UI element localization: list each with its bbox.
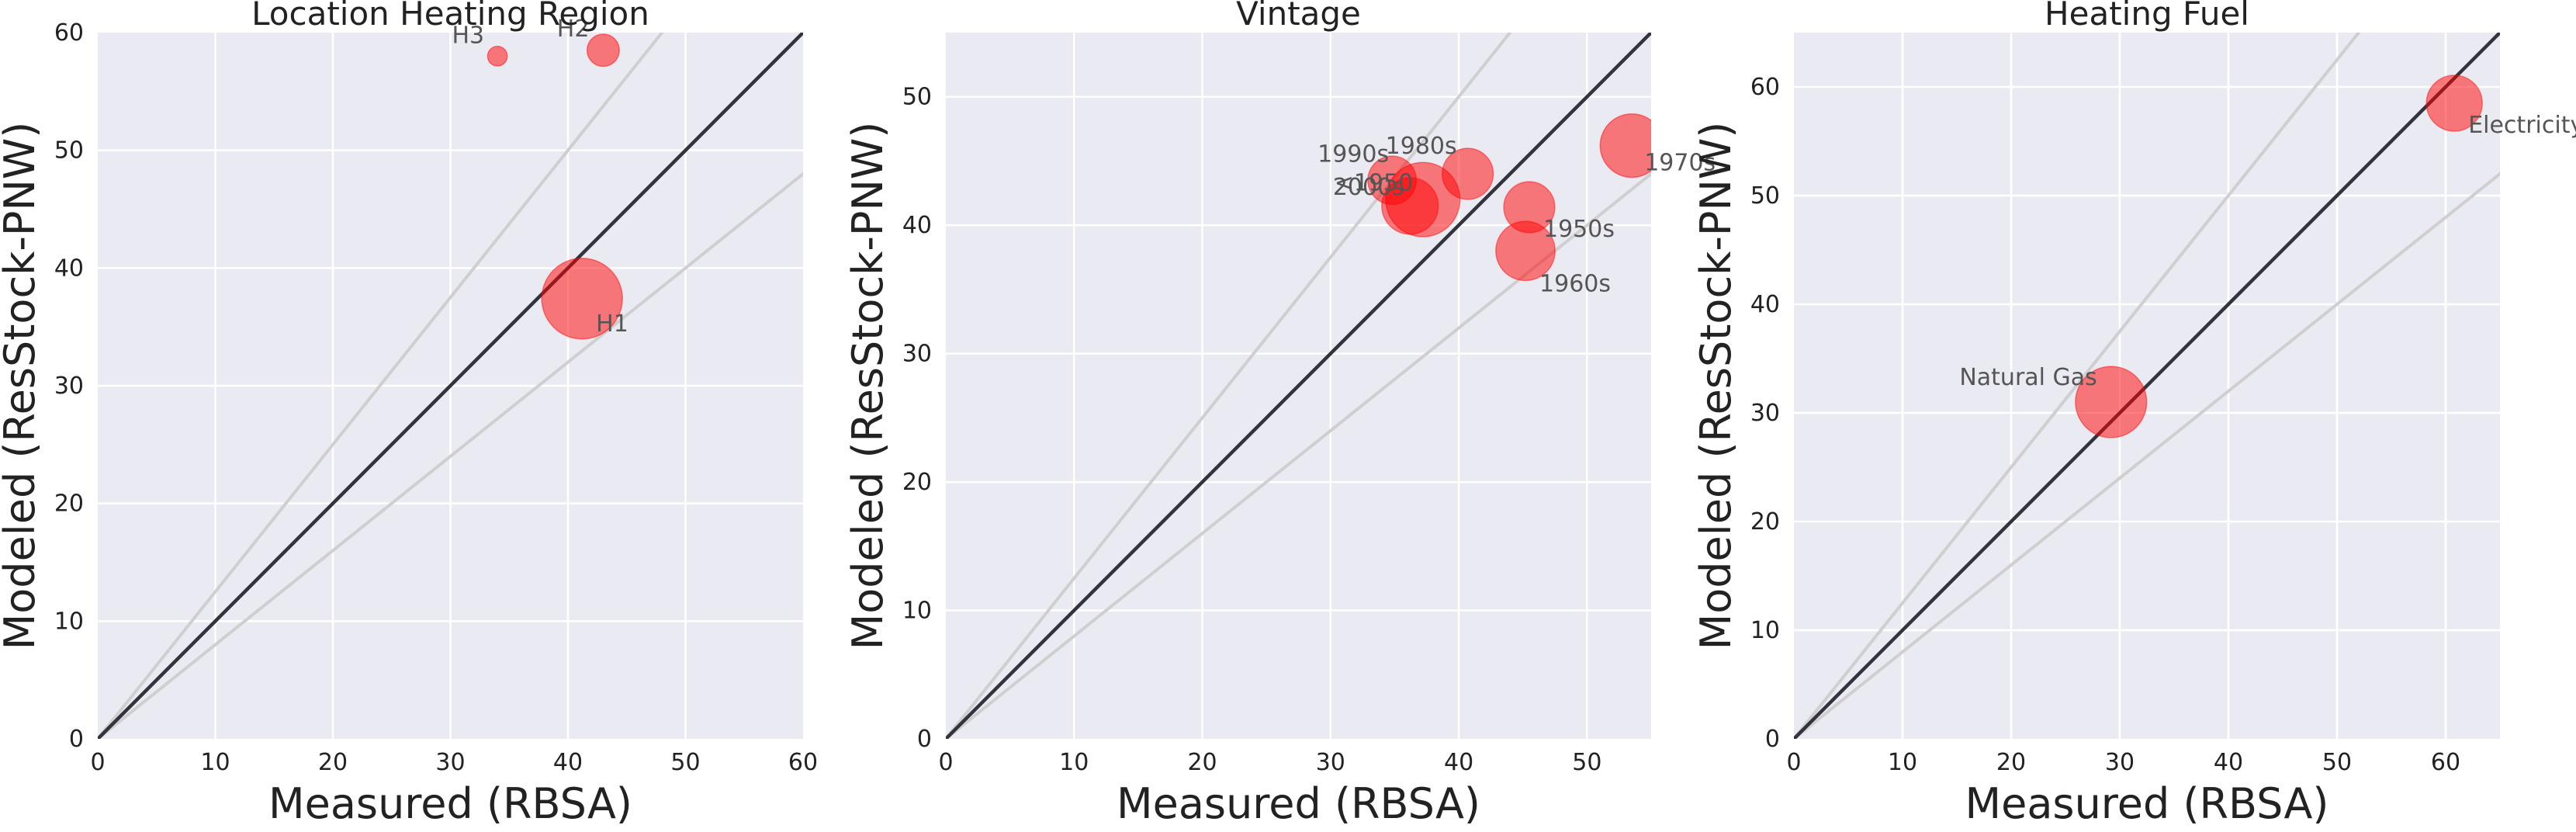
panel-heating-fuel: Electricity Natural Gas 0 10 20 30 40 50 60 0 10 20… [1691,0,2576,828]
y-tick-label: 40 [1750,291,1780,318]
x-axis-label: Measured (RBSA) [1965,779,2329,828]
y-tick-label: 20 [902,469,932,496]
reference-line-upper [98,33,664,739]
reference-line-lower [946,172,1651,739]
x-tick-label: 0 [1786,749,1801,776]
data-point-2000s [1385,161,1461,237]
y-tick-label: 30 [902,341,932,368]
point-label: 1990s [1317,140,1389,168]
y-tick-label: 0 [69,726,84,753]
y-tick-label: 50 [1750,182,1780,210]
reference-line-lower [1794,172,2500,739]
x-tick-label: 50 [2322,749,2352,776]
data-point-1970s [1599,113,1651,179]
point-label: Electricity [2468,112,2576,139]
reference-line-identity [1794,33,2500,739]
x-tick-label: 20 [1187,749,1217,776]
point-label: H3 [452,22,484,49]
x-tick-label: 20 [318,749,348,776]
y-tick-label: 50 [902,84,932,111]
point-label: 1950s [1543,216,1615,243]
x-tick-label: 50 [670,749,700,776]
x-tick-label: 60 [788,749,818,776]
reference-line-upper [946,33,1512,739]
chart-title: Vintage [1236,0,1361,33]
x-tick-label: 10 [200,749,230,776]
chart-title: Location Heating Region [251,0,649,33]
data-point-H1 [541,258,623,340]
point-label: H1 [596,310,628,338]
x-axis-label: Measured (RBSA) [1117,779,1480,828]
data-point-Electricity [2425,75,2483,132]
x-tick-label: 40 [553,749,583,776]
x-tick-label: 0 [938,749,953,776]
y-axis-label: Modeled (ResStock-PNW) [843,122,892,650]
y-tick-label: 40 [902,212,932,239]
y-tick-label: 40 [54,255,84,282]
y-tick-label: 10 [902,598,932,625]
reference-line-lower [98,172,803,739]
y-tick-label: 60 [1750,74,1780,101]
y-tick-label: 30 [54,373,84,400]
y-tick-label: 20 [54,491,84,518]
y-axis-label: Modeled (ResStock-PNW) [1691,122,1740,650]
x-axis-label: Measured (RBSA) [268,779,632,828]
x-tick-label: 50 [1572,749,1601,776]
y-tick-label: 60 [54,19,84,47]
y-axis-label: Modeled (ResStock-PNW) [0,122,44,650]
x-tick-label: 40 [2214,749,2243,776]
reference-line-identity [98,33,803,739]
point-label: H2 [557,16,590,43]
y-tick-label: 50 [54,137,84,165]
point-label: 2000s [1333,174,1404,201]
data-point-H3 [486,45,508,67]
point-label: 1970s [1644,150,1716,177]
data-point-Natural Gas [2075,366,2148,439]
reference-line-upper [1794,33,2361,739]
data-point-1960s [1495,220,1556,282]
panel-location-heating-region: H3 H2 H1 0 10 20 30 40 50 60 0 10 20 30 40 50 60 Measured… [0,0,818,828]
x-tick-label: 20 [1996,749,2026,776]
x-tick-label: 30 [435,749,465,776]
point-label: Natural Gas [1959,364,2096,391]
y-tick-label: 10 [1750,617,1780,644]
y-tick-label: 30 [1750,400,1780,427]
point-label: 1960s [1539,270,1611,297]
y-tick-label: 10 [54,608,84,635]
x-tick-label: 40 [1444,749,1473,776]
reference-line-identity [946,33,1651,739]
x-tick-label: 10 [1059,749,1089,776]
chart-title: Heating Fuel [2045,0,2249,33]
point-label: 1980s [1386,133,1457,160]
y-tick-label: 0 [917,726,932,753]
x-tick-label: 30 [1316,749,1345,776]
x-tick-label: 10 [1888,749,1917,776]
y-tick-label: 20 [1750,508,1780,536]
point-label: <1950 [1335,169,1413,196]
x-tick-label: 0 [90,749,105,776]
x-tick-label: 60 [2431,749,2460,776]
x-tick-label: 30 [2105,749,2135,776]
data-point-H2 [586,33,621,68]
y-tick-label: 0 [1765,726,1780,753]
